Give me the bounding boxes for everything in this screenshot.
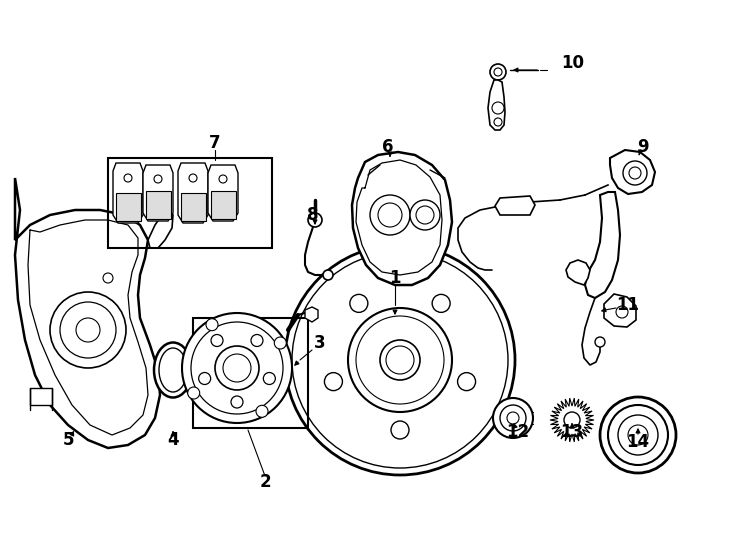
Circle shape xyxy=(103,273,113,283)
Circle shape xyxy=(370,195,410,235)
Circle shape xyxy=(380,340,420,380)
Circle shape xyxy=(356,316,444,404)
Text: 10: 10 xyxy=(562,54,584,72)
Circle shape xyxy=(191,322,283,414)
Circle shape xyxy=(623,161,647,185)
Polygon shape xyxy=(604,294,636,327)
Polygon shape xyxy=(116,193,141,221)
Circle shape xyxy=(264,373,275,384)
Text: 11: 11 xyxy=(617,296,639,314)
Circle shape xyxy=(350,294,368,312)
Text: 6: 6 xyxy=(382,138,393,156)
Circle shape xyxy=(500,405,526,431)
Circle shape xyxy=(386,346,414,374)
Bar xyxy=(193,318,308,428)
Circle shape xyxy=(608,405,668,465)
Circle shape xyxy=(124,174,132,182)
Circle shape xyxy=(188,387,200,399)
Ellipse shape xyxy=(159,348,187,392)
Circle shape xyxy=(256,406,268,417)
Circle shape xyxy=(416,206,434,224)
Text: 2: 2 xyxy=(259,473,271,491)
Circle shape xyxy=(391,421,409,439)
Polygon shape xyxy=(566,260,590,285)
Circle shape xyxy=(629,167,641,179)
Polygon shape xyxy=(211,191,236,219)
Circle shape xyxy=(231,396,243,408)
Polygon shape xyxy=(30,388,52,405)
Text: 4: 4 xyxy=(167,431,179,449)
Circle shape xyxy=(616,306,628,318)
Text: 7: 7 xyxy=(209,134,221,152)
Text: 3: 3 xyxy=(314,334,326,352)
Text: 1: 1 xyxy=(389,269,401,287)
Circle shape xyxy=(378,203,402,227)
Polygon shape xyxy=(146,191,171,219)
Circle shape xyxy=(285,245,515,475)
Circle shape xyxy=(492,102,504,114)
Circle shape xyxy=(324,373,343,390)
Polygon shape xyxy=(208,165,238,221)
Text: 13: 13 xyxy=(561,423,584,441)
Circle shape xyxy=(292,252,508,468)
Text: 5: 5 xyxy=(62,431,73,449)
Circle shape xyxy=(251,334,263,347)
Polygon shape xyxy=(15,178,160,448)
Circle shape xyxy=(494,118,502,126)
Polygon shape xyxy=(352,152,452,285)
Polygon shape xyxy=(181,193,206,221)
Circle shape xyxy=(600,397,676,473)
Polygon shape xyxy=(550,398,594,442)
Bar xyxy=(108,158,272,248)
Circle shape xyxy=(490,64,506,80)
Polygon shape xyxy=(495,196,535,215)
Circle shape xyxy=(564,412,580,428)
Circle shape xyxy=(76,318,100,342)
Circle shape xyxy=(323,270,333,280)
Circle shape xyxy=(50,292,126,368)
Circle shape xyxy=(189,174,197,182)
Polygon shape xyxy=(610,150,655,194)
Circle shape xyxy=(275,337,286,349)
Ellipse shape xyxy=(154,342,192,397)
Polygon shape xyxy=(148,210,173,248)
Circle shape xyxy=(348,308,452,412)
Circle shape xyxy=(223,354,251,382)
Circle shape xyxy=(493,398,533,438)
Circle shape xyxy=(199,373,211,384)
Circle shape xyxy=(211,334,223,347)
Polygon shape xyxy=(585,192,620,298)
Text: 9: 9 xyxy=(637,138,649,156)
Circle shape xyxy=(308,213,322,227)
Circle shape xyxy=(618,415,658,455)
Polygon shape xyxy=(488,80,505,130)
Circle shape xyxy=(628,425,648,445)
Polygon shape xyxy=(143,165,173,221)
Circle shape xyxy=(494,68,502,76)
Circle shape xyxy=(60,302,116,358)
Circle shape xyxy=(215,346,259,390)
Circle shape xyxy=(432,294,450,312)
Polygon shape xyxy=(305,307,318,322)
Text: 8: 8 xyxy=(308,206,319,224)
Polygon shape xyxy=(113,163,143,223)
Circle shape xyxy=(457,373,476,390)
Circle shape xyxy=(206,319,218,330)
Circle shape xyxy=(154,175,162,183)
Polygon shape xyxy=(178,163,208,223)
Circle shape xyxy=(410,200,440,230)
Text: 14: 14 xyxy=(626,433,650,451)
Circle shape xyxy=(507,412,519,424)
Circle shape xyxy=(595,337,605,347)
Circle shape xyxy=(182,313,292,423)
Circle shape xyxy=(219,175,227,183)
Text: 12: 12 xyxy=(506,423,529,441)
